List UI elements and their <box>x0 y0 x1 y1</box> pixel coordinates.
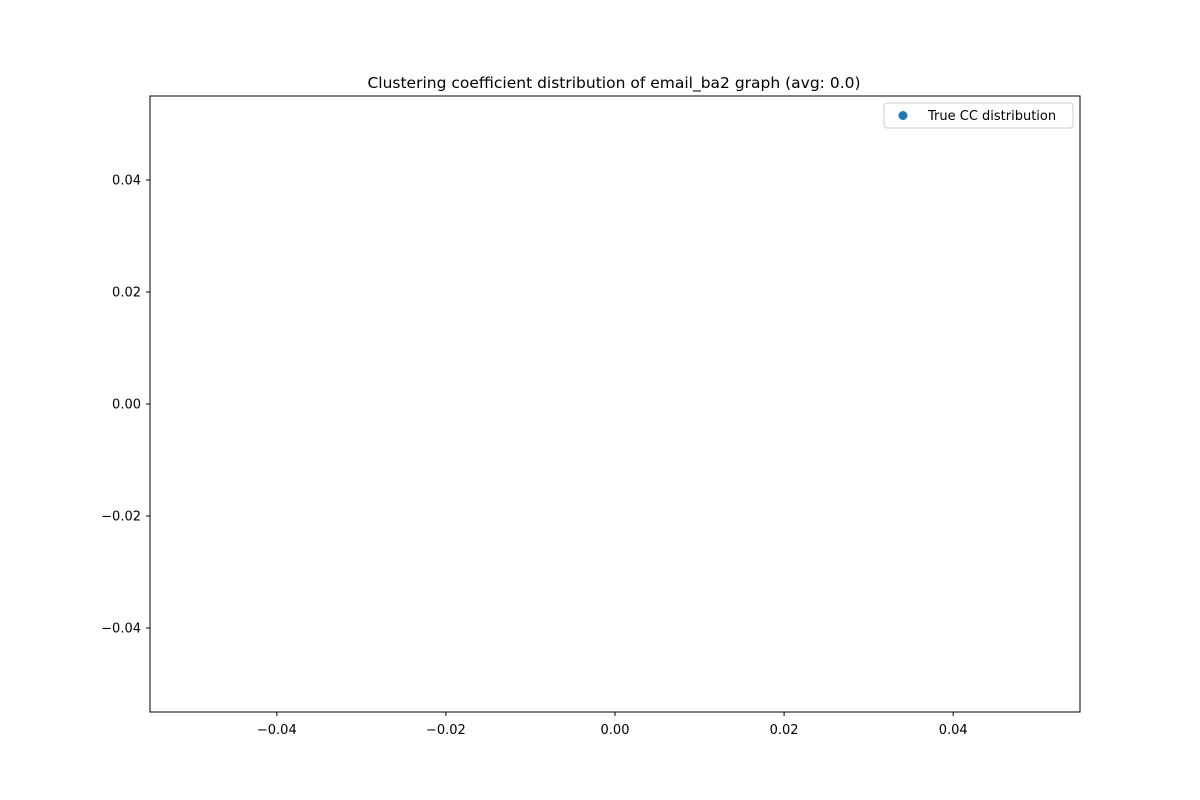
x-tick-label: 0.00 <box>601 723 630 738</box>
x-axis: −0.04 −0.02 0.00 0.02 0.04 <box>257 712 968 738</box>
y-tick-label: 0.04 <box>112 174 141 189</box>
y-axis: 0.04 0.02 0.00 −0.02 −0.04 <box>101 174 150 637</box>
y-tick-label: −0.04 <box>101 622 141 637</box>
y-tick-label: 0.00 <box>112 398 141 413</box>
x-tick-label: −0.04 <box>257 723 297 738</box>
plot-area <box>149 95 1081 713</box>
x-tick-label: −0.02 <box>426 723 466 738</box>
legend: True CC distribution <box>883 102 1074 129</box>
legend-label: True CC distribution <box>927 109 1056 124</box>
y-tick-label: 0.02 <box>112 286 141 301</box>
x-tick-label: 0.04 <box>939 723 968 738</box>
x-tick-label: 0.02 <box>770 723 799 738</box>
legend-box <box>883 102 1074 129</box>
chart-title: Clustering coefficient distribution of e… <box>367 74 860 93</box>
y-tick-label: −0.02 <box>101 510 141 525</box>
legend-marker <box>898 111 908 120</box>
